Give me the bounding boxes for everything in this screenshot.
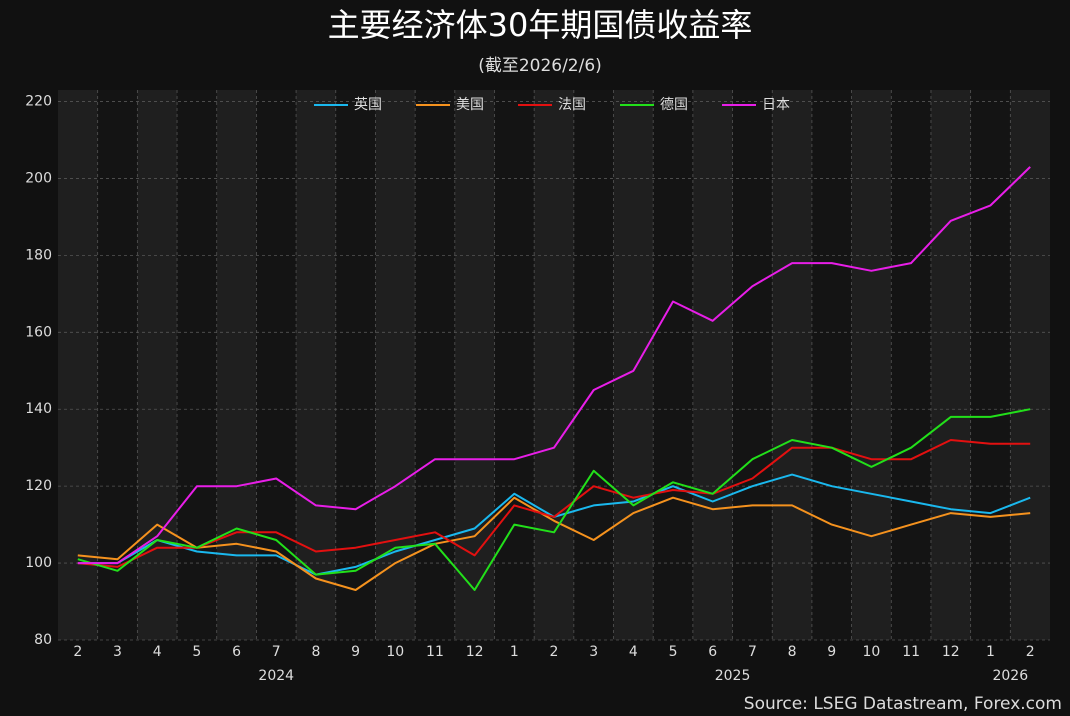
x-tick-label: 7	[748, 644, 757, 660]
x-tick-label: 4	[153, 644, 162, 660]
month-band	[930, 90, 971, 640]
month-band	[454, 90, 495, 640]
month-band	[335, 90, 376, 640]
x-tick-label: 2	[550, 644, 559, 660]
year-label: 2025	[715, 668, 751, 684]
x-tick-label: 6	[232, 644, 241, 660]
legend-label: 日本	[762, 97, 790, 113]
month-band	[851, 90, 892, 640]
month-band	[811, 90, 852, 640]
x-tick-label: 11	[902, 644, 920, 660]
y-tick-label: 220	[25, 94, 52, 110]
x-tick-label: 12	[466, 644, 484, 660]
month-band	[415, 90, 455, 640]
x-tick-label: 2	[1026, 644, 1035, 660]
series-line	[77, 439, 1031, 568]
series-line	[77, 166, 1031, 565]
x-tick-label: 9	[827, 644, 836, 660]
x-tick-label: 10	[386, 644, 404, 660]
x-tick-label: 6	[708, 644, 717, 660]
month-band	[613, 90, 654, 640]
month-band	[692, 90, 733, 640]
legend-label: 英国	[354, 96, 382, 113]
month-band	[137, 90, 178, 640]
x-tick-label: 4	[629, 644, 638, 660]
month-band	[177, 90, 217, 640]
x-tick-label: 2	[73, 644, 82, 660]
x-tick-label: 5	[192, 644, 201, 660]
y-tick-label: 200	[25, 170, 52, 186]
year-label: 2026	[992, 668, 1028, 684]
chart-title: 主要经济体30年期国债收益率	[328, 6, 753, 44]
legend-label: 美国	[456, 97, 484, 113]
month-band	[1010, 90, 1050, 640]
month-band	[653, 90, 693, 640]
month-band	[58, 90, 98, 640]
plot-area	[58, 90, 1050, 641]
legend-label: 德国	[660, 97, 688, 113]
series-line	[77, 496, 1031, 591]
x-tick-label: 7	[272, 644, 281, 660]
source-note: Source: LSEG Datastream, Forex.com	[744, 694, 1062, 714]
month-band	[296, 90, 336, 640]
x-tick-label: 12	[942, 644, 960, 660]
legend-label: 法国	[558, 97, 586, 113]
x-tick-label: 8	[788, 644, 797, 660]
y-tick-label: 180	[25, 247, 52, 263]
month-band	[216, 90, 257, 640]
x-tick-label: 10	[863, 644, 881, 660]
month-band	[534, 90, 574, 640]
x-tick-label: 9	[351, 644, 360, 660]
x-tick-label: 11	[426, 644, 444, 660]
series-line	[77, 408, 1031, 591]
x-tick-label: 3	[589, 644, 598, 660]
x-tick-label: 1	[986, 644, 995, 660]
y-tick-label: 120	[25, 478, 52, 494]
x-tick-label: 8	[311, 644, 320, 660]
x-tick-label: 3	[113, 644, 122, 660]
month-band	[772, 90, 812, 640]
month-band	[573, 90, 614, 640]
x-tick-label: 5	[669, 644, 678, 660]
year-label: 2024	[258, 668, 294, 684]
chart-subtitle: (截至2026/2/6)	[478, 56, 602, 76]
y-tick-label: 160	[25, 324, 52, 340]
month-band	[732, 90, 773, 640]
y-tick-label: 80	[34, 632, 52, 648]
y-tick-label: 100	[25, 555, 52, 571]
y-tick-label: 140	[25, 401, 52, 417]
month-band	[494, 90, 535, 640]
month-band	[970, 90, 1011, 640]
month-band	[256, 90, 297, 640]
month-band	[891, 90, 931, 640]
x-tick-label: 1	[510, 644, 519, 660]
